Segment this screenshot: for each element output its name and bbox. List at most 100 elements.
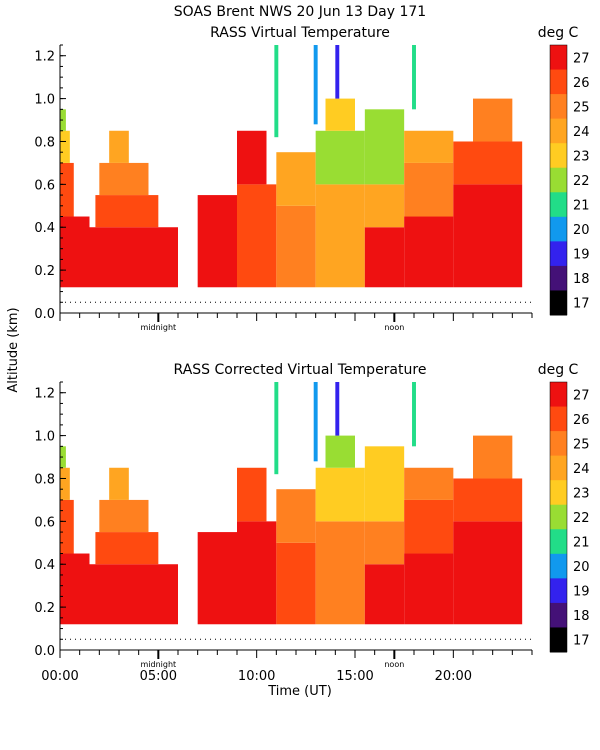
colorbar-label: 18 <box>573 272 590 287</box>
heatmap-cell <box>473 435 513 479</box>
panel-title: RASS Virtual Temperature <box>210 25 390 41</box>
colorbar-label: 21 <box>573 536 590 551</box>
colorbar-swatch <box>550 627 567 653</box>
heatmap-cell <box>237 184 277 288</box>
colorbar-swatch <box>550 602 567 628</box>
colorbar-label: 25 <box>573 437 590 452</box>
heatmap-cell <box>109 130 129 163</box>
colorbar-swatch <box>550 94 567 120</box>
heatmap-cell <box>404 130 454 163</box>
colorbar-swatch <box>550 192 567 218</box>
heatmap-cell <box>313 382 318 462</box>
units-label: deg C <box>538 25 579 41</box>
heatmap-cell <box>364 564 405 625</box>
heatmap-cell <box>60 162 74 217</box>
day-marker-label: midnight <box>140 323 176 332</box>
colorbar-label: 23 <box>573 486 590 501</box>
heatmap-cell <box>315 130 365 185</box>
colorbar-label: 27 <box>573 51 590 66</box>
colorbar-swatch <box>550 406 567 432</box>
heatmap-cell <box>404 467 454 500</box>
heatmap-cell <box>274 45 279 138</box>
units-label: deg C <box>538 362 579 378</box>
heatmap-cell <box>60 130 70 163</box>
colorbar-label: 26 <box>573 76 590 91</box>
colorbar-label: 19 <box>573 585 590 600</box>
heatmap-cell <box>276 542 316 625</box>
heatmap-cell <box>364 184 405 228</box>
colorbar-label: 25 <box>573 100 590 115</box>
panel-title: RASS Corrected Virtual Temperature <box>174 362 427 378</box>
y-tick-label: 0.6 <box>34 178 55 193</box>
colorbar-swatch <box>550 553 567 579</box>
day-marker-label: midnight <box>140 660 176 669</box>
y-tick-label: 0.2 <box>34 601 55 616</box>
heatmap-cell <box>412 45 416 110</box>
heatmap-cell <box>453 478 523 522</box>
heatmap-cell <box>473 98 513 142</box>
colorbar-label: 26 <box>573 413 590 428</box>
colorbar-swatch <box>550 431 567 457</box>
heatmap-cell <box>274 382 279 475</box>
y-tick-label: 0.4 <box>34 558 55 573</box>
colorbar-label: 27 <box>573 388 590 403</box>
colorbar-swatch <box>550 167 567 193</box>
heatmap-cell <box>60 467 70 500</box>
colorbar-swatch <box>550 529 567 555</box>
heatmap-cell <box>404 499 454 554</box>
colorbar-frame <box>549 381 568 653</box>
heatmap-cell <box>237 130 267 185</box>
plot-axes: 0.0 0.2 0.4 0.6 0.8 1.0 1.2 midnight noon 00:00 05… <box>34 381 533 684</box>
heatmap-cell <box>404 553 454 625</box>
heatmap-cells <box>60 45 523 288</box>
colorbar: 27 26 25 24 23 22 21 20 19 18 17 <box>549 44 590 316</box>
heatmap-cell <box>315 467 365 522</box>
y-tick-label: 1.2 <box>34 387 55 402</box>
heatmap-cell <box>99 162 149 196</box>
heatmap-cell <box>364 521 405 565</box>
heatmap-cell <box>364 227 405 288</box>
heatmap-cell <box>60 499 74 554</box>
colorbar: 27 26 25 24 23 22 21 20 19 18 17 <box>549 381 590 653</box>
heatmap-cell <box>99 499 149 533</box>
colorbar-label: 20 <box>573 223 590 238</box>
heatmap-cell <box>89 564 178 625</box>
x-tick-label: 00:00 <box>41 669 78 684</box>
y-tick-label: 1.2 <box>34 50 55 65</box>
colorbar-label: 22 <box>573 174 590 189</box>
colorbar-swatch <box>550 143 567 169</box>
colorbar-label: 23 <box>573 149 590 164</box>
figure-header: SOAS Brent NWS 20 Jun 13 Day 171 <box>174 4 426 20</box>
y-tick-label: 1.0 <box>34 93 55 108</box>
colorbar-swatch <box>550 504 567 530</box>
heatmap-cell <box>335 382 340 436</box>
heatmap-cell <box>315 521 365 625</box>
y-tick-label: 0.8 <box>34 472 55 487</box>
heatmap-cell <box>89 227 178 288</box>
heatmap-cell <box>237 467 267 522</box>
heatmap-cells <box>60 382 523 625</box>
y-tick-label: 1.0 <box>34 430 55 445</box>
heatmap-cell <box>453 521 523 625</box>
heatmap-cell <box>404 162 454 217</box>
colorbar-label: 24 <box>573 462 590 477</box>
colorbar-label: 19 <box>573 248 590 263</box>
heatmap-cell <box>404 216 454 288</box>
colorbar-label: 24 <box>573 125 590 140</box>
colorbar-swatch <box>550 265 567 291</box>
heatmap-cell <box>453 184 523 288</box>
heatmap-cell <box>95 195 159 228</box>
day-marker-label: noon <box>384 323 404 332</box>
colorbar-label: 21 <box>573 199 590 214</box>
panel-corrected-virtual-temperature: RASS Corrected Virtual Temperature deg C… <box>34 362 589 684</box>
heatmap-cell <box>109 467 129 500</box>
heatmap-cell <box>237 521 277 625</box>
panel-virtual-temperature: RASS Virtual Temperature deg C 0.0 0.2 0.4… <box>34 25 589 332</box>
heatmap-cell <box>412 382 416 447</box>
y-axis-label: Altitude (km) <box>6 307 21 392</box>
y-tick-label: 0.8 <box>34 135 55 150</box>
heatmap-cell <box>313 45 318 125</box>
colorbar-frame <box>549 44 568 316</box>
